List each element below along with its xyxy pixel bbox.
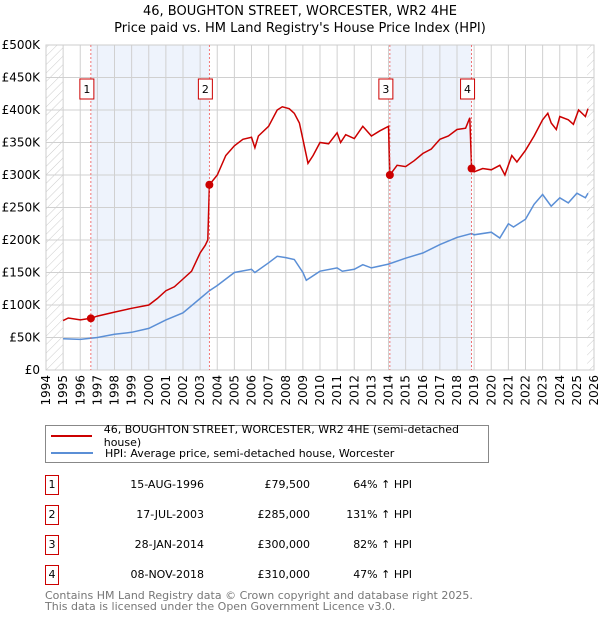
sale-point (205, 180, 214, 189)
x-tick-label: 2007 (262, 375, 276, 406)
table-row: 3 28-JAN-2014 £300,000 82% ↑ HPI (45, 535, 445, 555)
x-tick-label: 2026 (587, 375, 600, 406)
sale-price: £79,500 (264, 478, 311, 491)
chart-subtitle: Price paid vs. HM Land Registry's House … (114, 21, 486, 36)
sale-label: 3 (382, 83, 389, 96)
sale-label: 4 (464, 83, 471, 96)
chart: 1994 1995 1996 1997 1998 1999 2000 2001 2002 2003… (2, 38, 600, 406)
legend: 46, BOUGHTON STREET, WORCESTER, WR2 4HE … (45, 423, 489, 463)
x-tick-label: 2024 (553, 375, 567, 406)
x-tick-label: 2011 (330, 375, 344, 406)
x-tick-label: 2016 (416, 375, 430, 406)
sale-price: £285,000 (257, 508, 311, 521)
sale-point (385, 171, 394, 179)
y-tick-label: £350K (2, 136, 42, 150)
footer-licence: This data is licensed under the Open Gov… (45, 600, 396, 613)
sale-label: 1 (83, 83, 90, 96)
sale-point (86, 314, 95, 323)
sale-number-badge: 1 (45, 475, 59, 495)
series-line (63, 192, 589, 341)
sale-date: 17-JUL-2003 (136, 508, 204, 521)
sale-price: £300,000 (257, 538, 311, 551)
y-tick-label: £250K (2, 201, 42, 215)
sale-number-badge: 2 (45, 505, 59, 525)
x-tick-label: 2017 (433, 375, 447, 406)
sale-hpi-diff: 131% ↑ HPI (346, 508, 412, 521)
sale-label: 2 (202, 83, 209, 96)
y-tick-label: £300K (2, 168, 42, 182)
sale-label-box (197, 78, 213, 100)
x-tick-label: 2010 (313, 375, 327, 406)
sale-label-box (79, 78, 95, 100)
x-tick-label: 2015 (399, 375, 413, 406)
sale-date: 08-NOV-2018 (130, 568, 204, 581)
x-tick-label: 2021 (501, 375, 515, 406)
x-tick-label: 2008 (279, 375, 293, 406)
legend-item-hpi: HPI: Average price, semi-detached house,… (46, 445, 394, 461)
x-tick-label: 1997 (90, 375, 104, 406)
footer: Contains HM Land Registry data © Crown c… (45, 590, 473, 612)
series-line (62, 105, 589, 322)
sale-hpi-diff: 82% ↑ HPI (353, 538, 412, 551)
x-tick-label: 1995 (56, 375, 70, 406)
x-tick-label: 2025 (570, 375, 584, 406)
sale-number-badge: 4 (45, 565, 59, 585)
x-tick-label: 2023 (536, 375, 550, 406)
sale-date: 28-JAN-2014 (134, 538, 204, 551)
legend-swatch-red (51, 435, 92, 437)
table-row: 1 15-AUG-1996 £79,500 64% ↑ HPI (45, 475, 445, 495)
x-tick-label: 2000 (142, 375, 156, 406)
y-tick-label: £0 (25, 363, 40, 377)
legend-swatch-blue (51, 452, 93, 454)
y-tick-label: £150K (2, 266, 42, 280)
y-tick-label: £200K (2, 233, 42, 247)
x-tick-label: 2009 (296, 375, 310, 406)
x-tick-label: 2013 (364, 375, 378, 406)
sale-hpi-diff: 64% ↑ HPI (353, 478, 412, 491)
footer-copyright: Contains HM Land Registry data © Crown c… (45, 589, 473, 602)
legend-label-property: 46, BOUGHTON STREET, WORCESTER, WR2 4HE … (103, 423, 460, 449)
x-tick-label: 2004 (210, 375, 224, 406)
x-tick-label: 2019 (467, 375, 481, 406)
sale-number-badge: 3 (45, 535, 59, 555)
x-tick-label: 2018 (450, 375, 464, 406)
y-tick-label: £400K (2, 103, 42, 117)
x-tick-label: 1999 (125, 375, 139, 406)
y-tick-label: £50K (9, 331, 41, 345)
x-tick-label: 2022 (519, 375, 533, 406)
x-tick-label: 2006 (245, 375, 259, 406)
y-tick-label: £500K (2, 38, 42, 52)
sale-price: £310,000 (257, 568, 311, 581)
chart-title: 46, BOUGHTON STREET, WORCESTER, WR2 4HE (143, 4, 457, 19)
table-row: 4 08-NOV-2018 £310,000 47% ↑ HPI (45, 565, 445, 585)
sale-hpi-diff: 47% ↑ HPI (353, 568, 412, 581)
table-row: 2 17-JUL-2003 £285,000 131% ↑ HPI (45, 505, 445, 525)
plot-border (45, 44, 595, 371)
sale-label-box (378, 78, 394, 100)
x-tick-label: 2001 (159, 375, 173, 406)
x-tick-label: 2020 (484, 375, 498, 406)
sale-date: 15-AUG-1996 (130, 478, 204, 491)
x-tick-label: 2005 (227, 375, 241, 406)
legend-item-property: 46, BOUGHTON STREET, WORCESTER, WR2 4HE … (46, 423, 488, 449)
legend-label-hpi: HPI: Average price, semi-detached house,… (105, 446, 395, 460)
y-tick-label: £450K (2, 71, 42, 85)
x-tick-label: 1998 (108, 375, 122, 406)
x-tick-label: 2014 (382, 375, 396, 406)
x-tick-label: 2002 (176, 375, 190, 406)
x-tick-label: 1994 (39, 375, 53, 406)
y-tick-label: £100K (2, 298, 42, 312)
sale-point (467, 164, 476, 173)
x-tick-label: 2003 (193, 375, 207, 406)
x-tick-label: 2012 (347, 375, 361, 406)
sale-label-box (460, 78, 476, 100)
x-tick-label: 1996 (73, 375, 87, 406)
